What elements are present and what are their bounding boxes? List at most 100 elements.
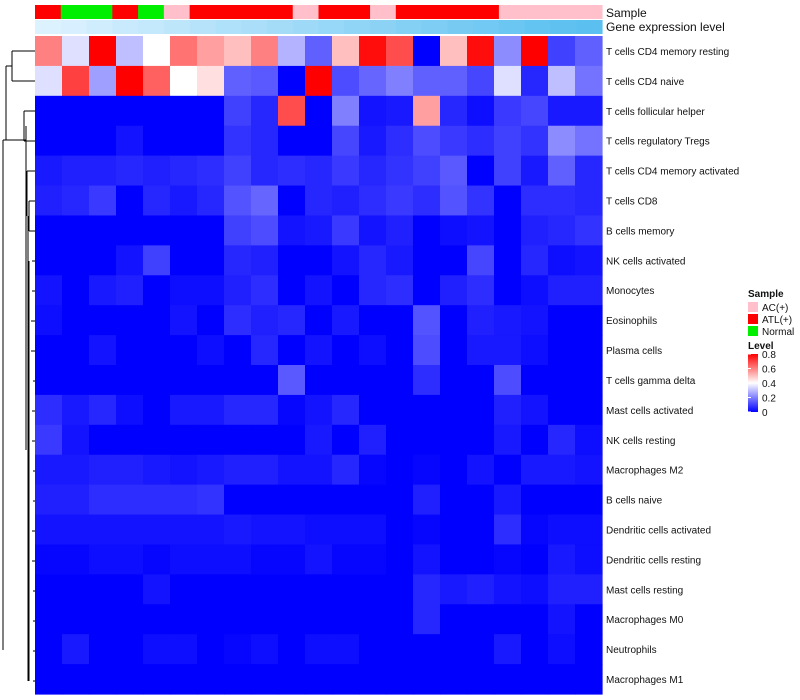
heatmap-cell <box>440 514 468 546</box>
heatmap-cell <box>359 95 387 127</box>
heatmap-cell <box>305 305 333 336</box>
heatmap-cell <box>440 305 468 336</box>
heatmap-cell <box>521 305 549 336</box>
heatmap-cell <box>386 215 414 246</box>
heatmap-cell <box>332 125 360 157</box>
heatmap-cell <box>278 634 306 665</box>
expression-annotation-cell <box>292 20 320 34</box>
heatmap-cell <box>440 664 468 695</box>
heatmap-cell <box>35 634 63 665</box>
heatmap-cell <box>575 95 603 127</box>
heatmap-cell <box>332 95 360 127</box>
heatmap-cell <box>494 65 522 97</box>
expression-annotation-cell <box>266 20 294 34</box>
heatmap-cell <box>548 36 576 67</box>
heatmap-cell <box>197 484 225 516</box>
heatmap-cell <box>305 275 333 306</box>
heatmap-cell <box>251 484 279 516</box>
heatmap-cell <box>62 394 90 426</box>
heatmap-cell <box>332 155 360 187</box>
heatmap-cell <box>386 514 414 546</box>
heatmap-cell <box>89 275 117 306</box>
heatmap-cell <box>62 664 90 695</box>
heatmap-cell <box>170 574 198 605</box>
heatmap-cell <box>305 185 333 217</box>
expression-track-label: Gene expression level <box>606 20 725 34</box>
heatmap-cell <box>224 36 252 67</box>
heatmap-cell <box>197 245 225 276</box>
heatmap-cell <box>467 36 495 67</box>
heatmap-cell <box>548 155 576 187</box>
heatmap-cell <box>278 454 306 486</box>
heatmap-cell <box>440 484 468 516</box>
heatmap-cell <box>278 664 306 695</box>
heatmap-cell <box>494 215 522 246</box>
heatmap-cell <box>521 634 549 665</box>
heatmap-cell <box>35 185 63 217</box>
sample-annotation-cell <box>550 5 577 19</box>
heatmap-cell <box>575 484 603 516</box>
heatmap-cell <box>494 394 522 426</box>
heatmap-cell <box>170 95 198 127</box>
heatmap-cell <box>548 514 576 546</box>
heatmap-cell <box>170 155 198 187</box>
heatmap-cell <box>467 305 495 336</box>
heatmap-cell <box>332 454 360 486</box>
heatmap-cell <box>413 634 441 665</box>
heatmap-cell <box>575 604 603 635</box>
heatmap-cell <box>359 36 387 67</box>
heatmap-cell <box>251 95 279 127</box>
expression-annotation-cell <box>447 20 474 34</box>
heatmap-cell <box>332 65 360 97</box>
heatmap-cell <box>575 335 603 366</box>
row-label: Eosinophils <box>606 316 657 327</box>
heatmap-cell <box>116 215 144 246</box>
heatmap-cell <box>386 185 414 217</box>
heatmap-cell <box>521 574 549 605</box>
heatmap-cell <box>224 335 252 366</box>
heatmap-cell <box>575 514 603 546</box>
heatmap-cell <box>548 305 576 336</box>
heatmap-cell <box>332 574 360 605</box>
heatmap-cell <box>413 36 441 67</box>
level-colorbar <box>748 354 758 412</box>
sample-annotation-track <box>35 5 603 19</box>
heatmap-cell <box>224 544 252 575</box>
heatmap-cell <box>359 275 387 306</box>
heatmap-cell <box>413 424 441 456</box>
heatmap-cell <box>359 484 387 516</box>
expression-annotation-cell <box>163 20 191 34</box>
heatmap-cell <box>143 544 171 575</box>
heatmap-cell <box>224 394 252 426</box>
heatmap-cell <box>359 634 387 665</box>
heatmap-cell <box>278 574 306 605</box>
heatmap-cell <box>224 634 252 665</box>
sample-annotation-cell <box>189 5 217 19</box>
heatmap-cell <box>251 394 279 426</box>
heatmap-cell <box>89 394 117 426</box>
heatmap-cell <box>305 424 333 456</box>
heatmap-cell <box>386 394 414 426</box>
heatmap-cell <box>332 305 360 336</box>
heatmap-cell <box>494 125 522 157</box>
heatmap-cell <box>359 305 387 336</box>
heatmap-cell <box>548 245 576 276</box>
heatmap-cell <box>251 604 279 635</box>
heatmap-cell <box>197 604 225 635</box>
heatmap-cell <box>224 95 252 127</box>
heatmap-cell <box>548 484 576 516</box>
heatmap-cell <box>35 155 63 187</box>
heatmap-cell <box>521 215 549 246</box>
level-tick-label: 0 <box>762 408 768 419</box>
heatmap-cell <box>467 634 495 665</box>
sample-annotation-cell <box>138 5 165 19</box>
heatmap-cell <box>305 544 333 575</box>
sample-legend-title: Sample <box>748 289 784 300</box>
heatmap-cell <box>386 305 414 336</box>
heatmap-cell <box>116 514 144 546</box>
heatmap-cell <box>413 574 441 605</box>
heatmap-cell <box>89 604 117 635</box>
heatmap-cell <box>116 454 144 486</box>
sample-annotation-cell <box>35 5 62 19</box>
heatmap-cell <box>89 335 117 366</box>
